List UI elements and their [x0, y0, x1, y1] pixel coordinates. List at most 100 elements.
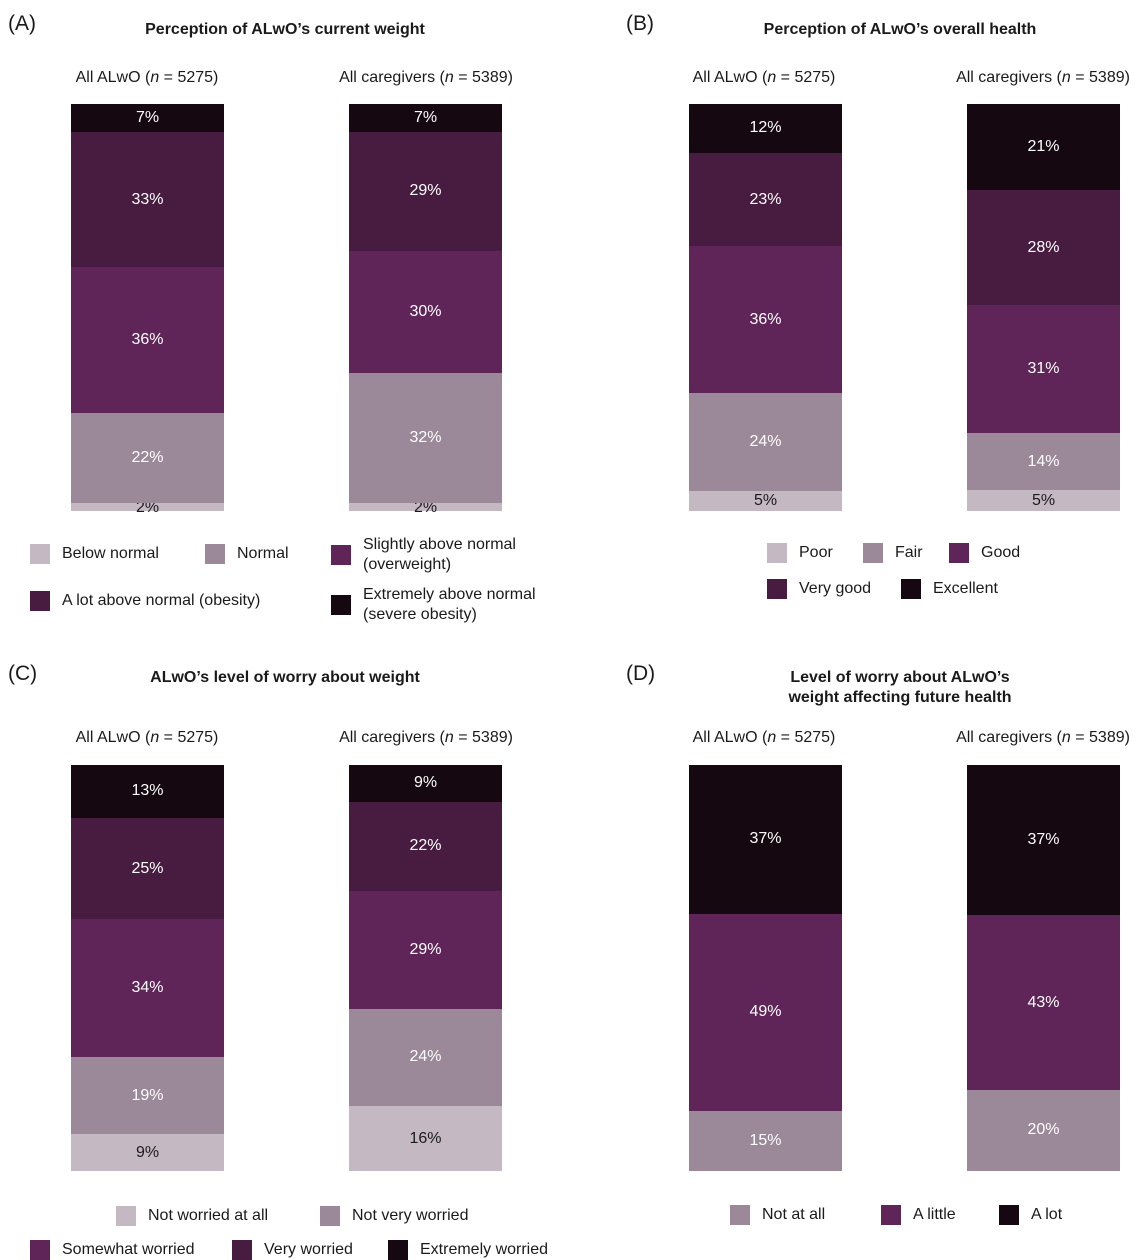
- panel-letter: (C): [8, 662, 38, 685]
- legend-label: Very worried: [264, 1240, 353, 1260]
- value-label: 34%: [131, 979, 164, 997]
- value-label: 49%: [749, 1003, 782, 1021]
- bar-segment: 2%: [71, 499, 224, 516]
- bar-segment: 23%: [689, 152, 842, 247]
- legend-item: Very worried: [232, 1240, 353, 1260]
- panel-title: ALwO’s level of worry about weight: [65, 668, 505, 688]
- legend-swatch: [881, 1205, 901, 1225]
- legend-label-line: Not at all: [762, 1206, 826, 1223]
- value-label: 2%: [413, 499, 438, 516]
- legend-label: Excellent: [933, 579, 998, 599]
- bar-segment: 2%: [349, 499, 502, 516]
- legend-swatch: [767, 579, 787, 599]
- legend-label-line: Extremely worried: [420, 1241, 549, 1258]
- legend-item: Poor: [767, 543, 833, 563]
- legend-item: A little: [881, 1205, 956, 1225]
- panel-title: Perception of ALwO’s overall health: [680, 20, 1120, 40]
- legend-item: Not at all: [730, 1205, 825, 1225]
- bar-segment: 29%: [349, 890, 502, 1009]
- value-label: 20%: [1027, 1121, 1060, 1139]
- legend-label-line: Excellent: [933, 580, 998, 597]
- panel-title: Level of worry about ALwO’s weight affect…: [680, 668, 1120, 708]
- stacked-bar: 2% 32% 30% 29% 7%: [349, 104, 502, 516]
- value-label: 5%: [1031, 491, 1056, 509]
- panel-letter: (A): [8, 12, 36, 35]
- value-label: 14%: [1027, 452, 1060, 470]
- bar-segment: 21%: [967, 104, 1120, 191]
- legend-item: Not worried at all: [116, 1206, 268, 1226]
- legend-label-line: Fair: [895, 544, 923, 561]
- value-label: 29%: [409, 940, 442, 958]
- legend-label: Not at all: [762, 1205, 825, 1225]
- legend-label: A lot: [1031, 1205, 1062, 1225]
- legend-label-line: A little: [913, 1206, 956, 1223]
- panel-title-line: Level of worry about ALwO’s: [790, 669, 1010, 686]
- bar-segment: 5%: [967, 490, 1120, 511]
- legend-label-line: Not worried at all: [148, 1207, 269, 1224]
- value-label: 36%: [131, 331, 164, 349]
- bar-segment: 16%: [349, 1106, 502, 1171]
- legend-label: Below normal: [62, 544, 159, 564]
- legend-label: Fair: [895, 543, 923, 563]
- bar-segment: 49%: [689, 913, 842, 1111]
- value-label: 32%: [409, 428, 442, 446]
- legend-item: Fair: [863, 543, 923, 563]
- value-label: 21%: [1027, 138, 1060, 156]
- legend-label: Extremely worried: [420, 1240, 548, 1260]
- value-label: 19%: [131, 1086, 164, 1104]
- legend-label: Somewhat worried: [62, 1240, 195, 1260]
- panel-title-line: Perception of ALwO’s current weight: [145, 21, 425, 38]
- bar-segment: 22%: [71, 413, 224, 503]
- value-label: 28%: [1027, 238, 1060, 256]
- legend-label-line: Good: [981, 544, 1021, 561]
- value-label: 31%: [1027, 360, 1060, 378]
- value-label: 33%: [131, 190, 164, 208]
- bar-category-label: All caregivers (n = 5389): [956, 729, 1130, 746]
- legend-swatch: [320, 1206, 340, 1226]
- stacked-bar: 2% 22% 36% 33% 7%: [71, 104, 224, 516]
- legend-label-line: (severe obesity): [363, 606, 477, 623]
- bar-segment: 12%: [689, 104, 842, 153]
- legend-swatch: [730, 1205, 750, 1225]
- bar-segment: 36%: [689, 246, 842, 393]
- legend-swatch: [767, 543, 787, 563]
- legend-item: Below normal: [30, 544, 159, 564]
- panel-title-line: ALwO’s level of worry about weight: [150, 669, 420, 686]
- stacked-bar: 20% 43% 37%: [967, 765, 1120, 1171]
- legend-swatch: [863, 543, 883, 563]
- bar-category-label: All caregivers (n = 5389): [339, 729, 513, 746]
- bar-segment: 19%: [71, 1057, 224, 1135]
- bar-segment: 30%: [349, 250, 502, 373]
- bar-segment: 32%: [349, 372, 502, 503]
- legend-label-line: Below normal: [62, 545, 159, 562]
- value-label: 13%: [131, 782, 164, 800]
- bar-category-label: All ALwO (n = 5275): [75, 729, 219, 746]
- legend-label-line: Extremely above normal: [363, 586, 536, 603]
- bar-segment: 25%: [71, 817, 224, 920]
- value-label: 37%: [749, 830, 782, 848]
- legend-swatch: [30, 544, 50, 564]
- value-label: 12%: [749, 119, 782, 137]
- value-label: 29%: [409, 182, 442, 200]
- legend-label: Not worried at all: [148, 1206, 268, 1226]
- bar-segment: 37%: [689, 765, 842, 914]
- value-label: 7%: [135, 109, 160, 127]
- legend-swatch: [331, 545, 351, 565]
- panel-title: Perception of ALwO’s current weight: [65, 20, 505, 40]
- legend-item: Normal: [205, 544, 289, 564]
- bar-segment: 24%: [349, 1008, 502, 1107]
- bar-segment: 37%: [967, 765, 1120, 916]
- value-label: 15%: [749, 1131, 782, 1149]
- legend-label: A little: [913, 1205, 956, 1225]
- value-label: 24%: [409, 1048, 442, 1066]
- panel-title-line: Perception of ALwO’s overall health: [763, 21, 1037, 38]
- value-label: 25%: [131, 859, 164, 877]
- bar-segment: 24%: [689, 392, 842, 491]
- legend-label-line: Somewhat worried: [62, 1241, 195, 1258]
- legend-label-line: A lot: [1031, 1206, 1063, 1223]
- legend-item: A lot above normal (obesity): [30, 591, 260, 611]
- bar-category-label: All caregivers (n = 5389): [956, 69, 1130, 86]
- bar-segment: 9%: [349, 765, 502, 802]
- value-label: 23%: [749, 190, 782, 208]
- legend-swatch: [30, 1240, 50, 1260]
